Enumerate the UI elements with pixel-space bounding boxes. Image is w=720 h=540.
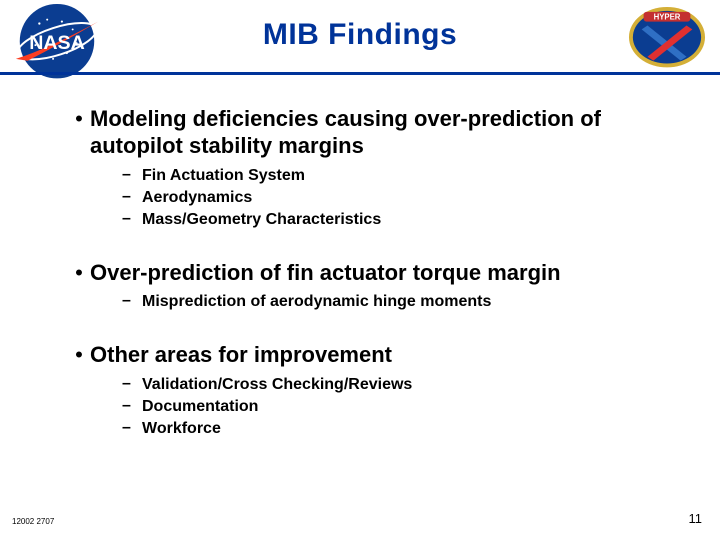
sub-text: Validation/Cross Checking/Reviews xyxy=(142,375,412,395)
sub-text: Fin Actuation System xyxy=(142,166,305,186)
main-bullet: • Over-prediction of fin actuator torque… xyxy=(68,260,690,287)
sub-bullet: – Aerodynamics xyxy=(122,188,690,208)
footer-code: 12002 2707 xyxy=(12,517,54,526)
bullet-marker: • xyxy=(68,260,90,286)
sub-bullet: – Workforce xyxy=(122,419,690,439)
bullet-marker: • xyxy=(68,106,90,132)
sub-text: Misprediction of aerodynamic hinge momen… xyxy=(142,292,491,312)
main-bullet: • Modeling deficiencies causing over-pre… xyxy=(68,106,690,160)
sub-bullet: – Misprediction of aerodynamic hinge mom… xyxy=(122,292,690,312)
bullet-text: Modeling deficiencies causing over-predi… xyxy=(90,106,690,160)
sub-marker: – xyxy=(122,419,142,437)
sub-text: Aerodynamics xyxy=(142,188,252,208)
header: NASA MIB Findings HYPER xyxy=(0,0,720,78)
sub-bullet: – Fin Actuation System xyxy=(122,166,690,186)
hyper-x-logo: HYPER xyxy=(628,6,706,68)
sub-text: Workforce xyxy=(142,419,221,439)
sub-list: – Validation/Cross Checking/Reviews – Do… xyxy=(122,375,690,439)
page-number: 11 xyxy=(689,511,703,526)
bullet-marker: • xyxy=(68,342,90,368)
sub-list: – Fin Actuation System – Aerodynamics – … xyxy=(122,166,690,230)
bullet-text: Over-prediction of fin actuator torque m… xyxy=(90,260,561,287)
slide-title: MIB Findings xyxy=(0,18,720,52)
content-area: • Modeling deficiencies causing over-pre… xyxy=(68,100,690,469)
sub-bullet: – Mass/Geometry Characteristics xyxy=(122,210,690,230)
bullet-text: Other areas for improvement xyxy=(90,342,392,369)
sub-text: Mass/Geometry Characteristics xyxy=(142,210,381,230)
sub-marker: – xyxy=(122,397,142,415)
sub-bullet: – Validation/Cross Checking/Reviews xyxy=(122,375,690,395)
hyper-x-label: HYPER xyxy=(654,13,681,22)
sub-list: – Misprediction of aerodynamic hinge mom… xyxy=(122,292,690,312)
main-bullet: • Other areas for improvement xyxy=(68,342,690,369)
hyper-x-badge-icon: HYPER xyxy=(628,6,706,68)
slide: NASA MIB Findings HYPER • Modeling defic… xyxy=(0,0,720,540)
sub-marker: – xyxy=(122,166,142,184)
sub-marker: – xyxy=(122,210,142,228)
sub-marker: – xyxy=(122,375,142,393)
header-divider xyxy=(0,72,720,75)
sub-marker: – xyxy=(122,188,142,206)
sub-bullet: – Documentation xyxy=(122,397,690,417)
sub-marker: – xyxy=(122,292,142,310)
sub-text: Documentation xyxy=(142,397,258,417)
